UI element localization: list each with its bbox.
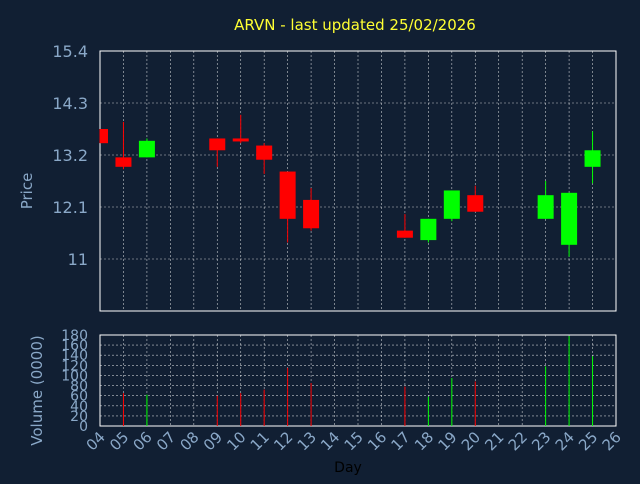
- candle-body: [138, 140, 155, 158]
- candle-body: [396, 230, 413, 238]
- candle-body: [256, 145, 273, 160]
- day-tick-label: 23: [528, 428, 554, 454]
- day-tick-label: 13: [294, 428, 320, 454]
- day-tick-label: 06: [130, 428, 156, 454]
- day-tick-label: 14: [317, 428, 343, 454]
- volume-axis-label: Volume (0000): [28, 335, 46, 445]
- candle-body: [584, 150, 601, 167]
- day-tick-label: 24: [552, 428, 578, 454]
- candle-body: [443, 190, 460, 219]
- day-tick-label: 26: [599, 428, 625, 454]
- day-tick-label: 11: [247, 428, 273, 454]
- price-tick-label: 13.2: [52, 146, 88, 165]
- volume-tick-label: 80: [70, 379, 88, 395]
- candle-body: [232, 138, 249, 142]
- price-tick-label: 11: [68, 250, 88, 269]
- day-tick-label: 18: [411, 428, 437, 454]
- price-tick-label: 14.3: [52, 94, 88, 113]
- candle-body: [467, 195, 484, 212]
- day-tick-label: 07: [153, 428, 179, 454]
- day-tick-label: 05: [106, 428, 132, 454]
- candle-body: [115, 157, 132, 167]
- volume-tick-label: 0: [79, 419, 88, 435]
- candle-body: [100, 129, 108, 144]
- day-tick-label: 16: [364, 428, 390, 454]
- day-tick-label: 12: [270, 428, 296, 454]
- day-tick-label: 15: [341, 428, 367, 454]
- day-tick-label: 20: [458, 428, 484, 454]
- day-tick-label: 17: [388, 428, 414, 454]
- candle-body: [537, 195, 554, 219]
- candle-body: [561, 192, 578, 245]
- volume-tick-label: 180: [61, 328, 88, 344]
- price-tick-label: 12.1: [52, 198, 88, 217]
- volume-tick-label: 140: [61, 348, 88, 364]
- day-tick-label: 08: [176, 428, 202, 454]
- chart-title: ARVN - last updated 25/02/2026: [234, 16, 476, 34]
- price-tick-label: 15.4: [52, 42, 88, 61]
- volume-tick-label: 120: [61, 358, 88, 374]
- volume-tick-label: 40: [70, 399, 88, 415]
- volume-tick-label: 100: [61, 368, 88, 384]
- candle-body: [279, 171, 296, 219]
- day-tick-label: 25: [575, 428, 601, 454]
- volume-tick-label: 160: [61, 338, 88, 354]
- day-tick-label: 22: [505, 428, 531, 454]
- day-tick-label: 10: [223, 428, 249, 454]
- candle-body: [303, 199, 320, 229]
- price-axis-label: Price: [18, 173, 36, 210]
- day-tick-label: 21: [481, 428, 507, 454]
- candle-body: [209, 138, 226, 151]
- day-tick-label: 09: [200, 428, 226, 454]
- volume-tick-label: 60: [70, 389, 88, 405]
- candle-body: [420, 218, 437, 241]
- volume-tick-label: 20: [70, 409, 88, 425]
- x-axis-label: Day: [334, 460, 362, 476]
- day-tick-label: 19: [434, 428, 460, 454]
